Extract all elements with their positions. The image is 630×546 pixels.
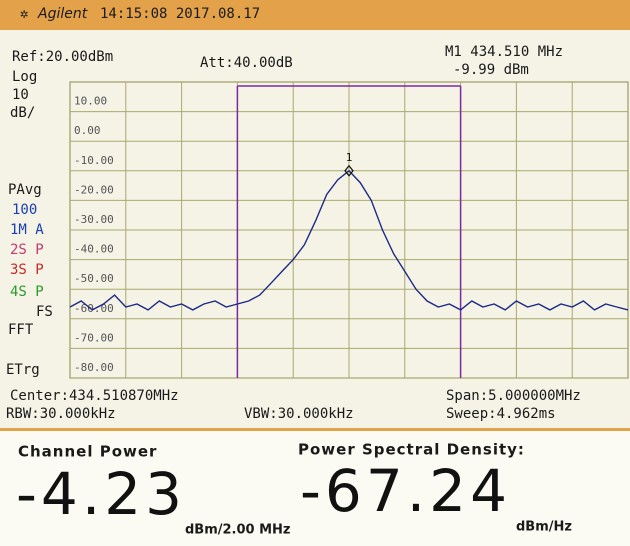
spectrum-plot: 10.00 0.00 -10.00 -20.00 -30.00 -40.00 -50.00 -… <box>69 81 629 379</box>
status: PAvg <box>8 182 42 198</box>
y-tick-label: -10.00 <box>74 154 114 167</box>
channel-power-label: Channel Power <box>18 443 157 461</box>
result-panel <box>0 431 630 546</box>
marker <box>344 164 354 177</box>
scale-value: 10 <box>12 87 29 103</box>
logo: ✲ <box>20 6 28 22</box>
psd-value: -67.24 <box>300 457 511 525</box>
y-tick-label: -80.00 <box>74 361 114 374</box>
y-tick-label: -50.00 <box>74 272 114 285</box>
trace <box>69 169 629 311</box>
datetime: 14:15:08 2017.08.17 <box>100 6 260 22</box>
y-tick-label: -20.00 <box>74 183 114 196</box>
marker-level: -9.99 dBm <box>453 62 529 78</box>
marker-label: 1 <box>346 151 353 164</box>
rbw: RBW:30.000kHz <box>6 406 116 422</box>
divider <box>0 428 630 431</box>
scale-unit: dB/ <box>10 105 35 121</box>
status: FS <box>36 304 53 320</box>
y-tick-label: 0.00 <box>74 124 101 137</box>
y-tick-label: -70.00 <box>74 331 114 344</box>
ref-level: Ref:20.00dBm <box>12 49 113 65</box>
attenuation: Att:40.00dB <box>200 55 293 71</box>
y-tick-label: 10.00 <box>74 95 107 108</box>
channel-power-unit: dBm/2.00 MHz <box>185 523 291 538</box>
center-freq: Center:434.510870MHz <box>10 388 179 404</box>
status: 1M A <box>10 222 44 238</box>
psd-unit: dBm/Hz <box>516 520 572 535</box>
vbw: VBW:30.000kHz <box>244 406 354 422</box>
status: 3S P <box>10 262 44 278</box>
scale-type: Log <box>12 69 37 85</box>
psd-label: Power Spectral Density: <box>298 441 525 459</box>
span: Span:5.000000MHz <box>446 388 581 404</box>
brand: Agilent <box>37 6 88 22</box>
channel-power-value: -4.23 <box>16 460 186 528</box>
status: ETrg <box>6 362 40 378</box>
status: 4S P <box>10 284 44 300</box>
status: FFT <box>8 322 34 338</box>
y-tick-label: -40.00 <box>74 243 114 256</box>
status: 100 <box>12 202 37 218</box>
status: 2S P <box>10 242 44 258</box>
marker-freq: M1 434.510 MHz <box>445 44 563 60</box>
y-tick-label: -30.00 <box>74 213 114 226</box>
top-bar <box>0 0 630 30</box>
sweep: Sweep:4.962ms <box>446 406 556 422</box>
